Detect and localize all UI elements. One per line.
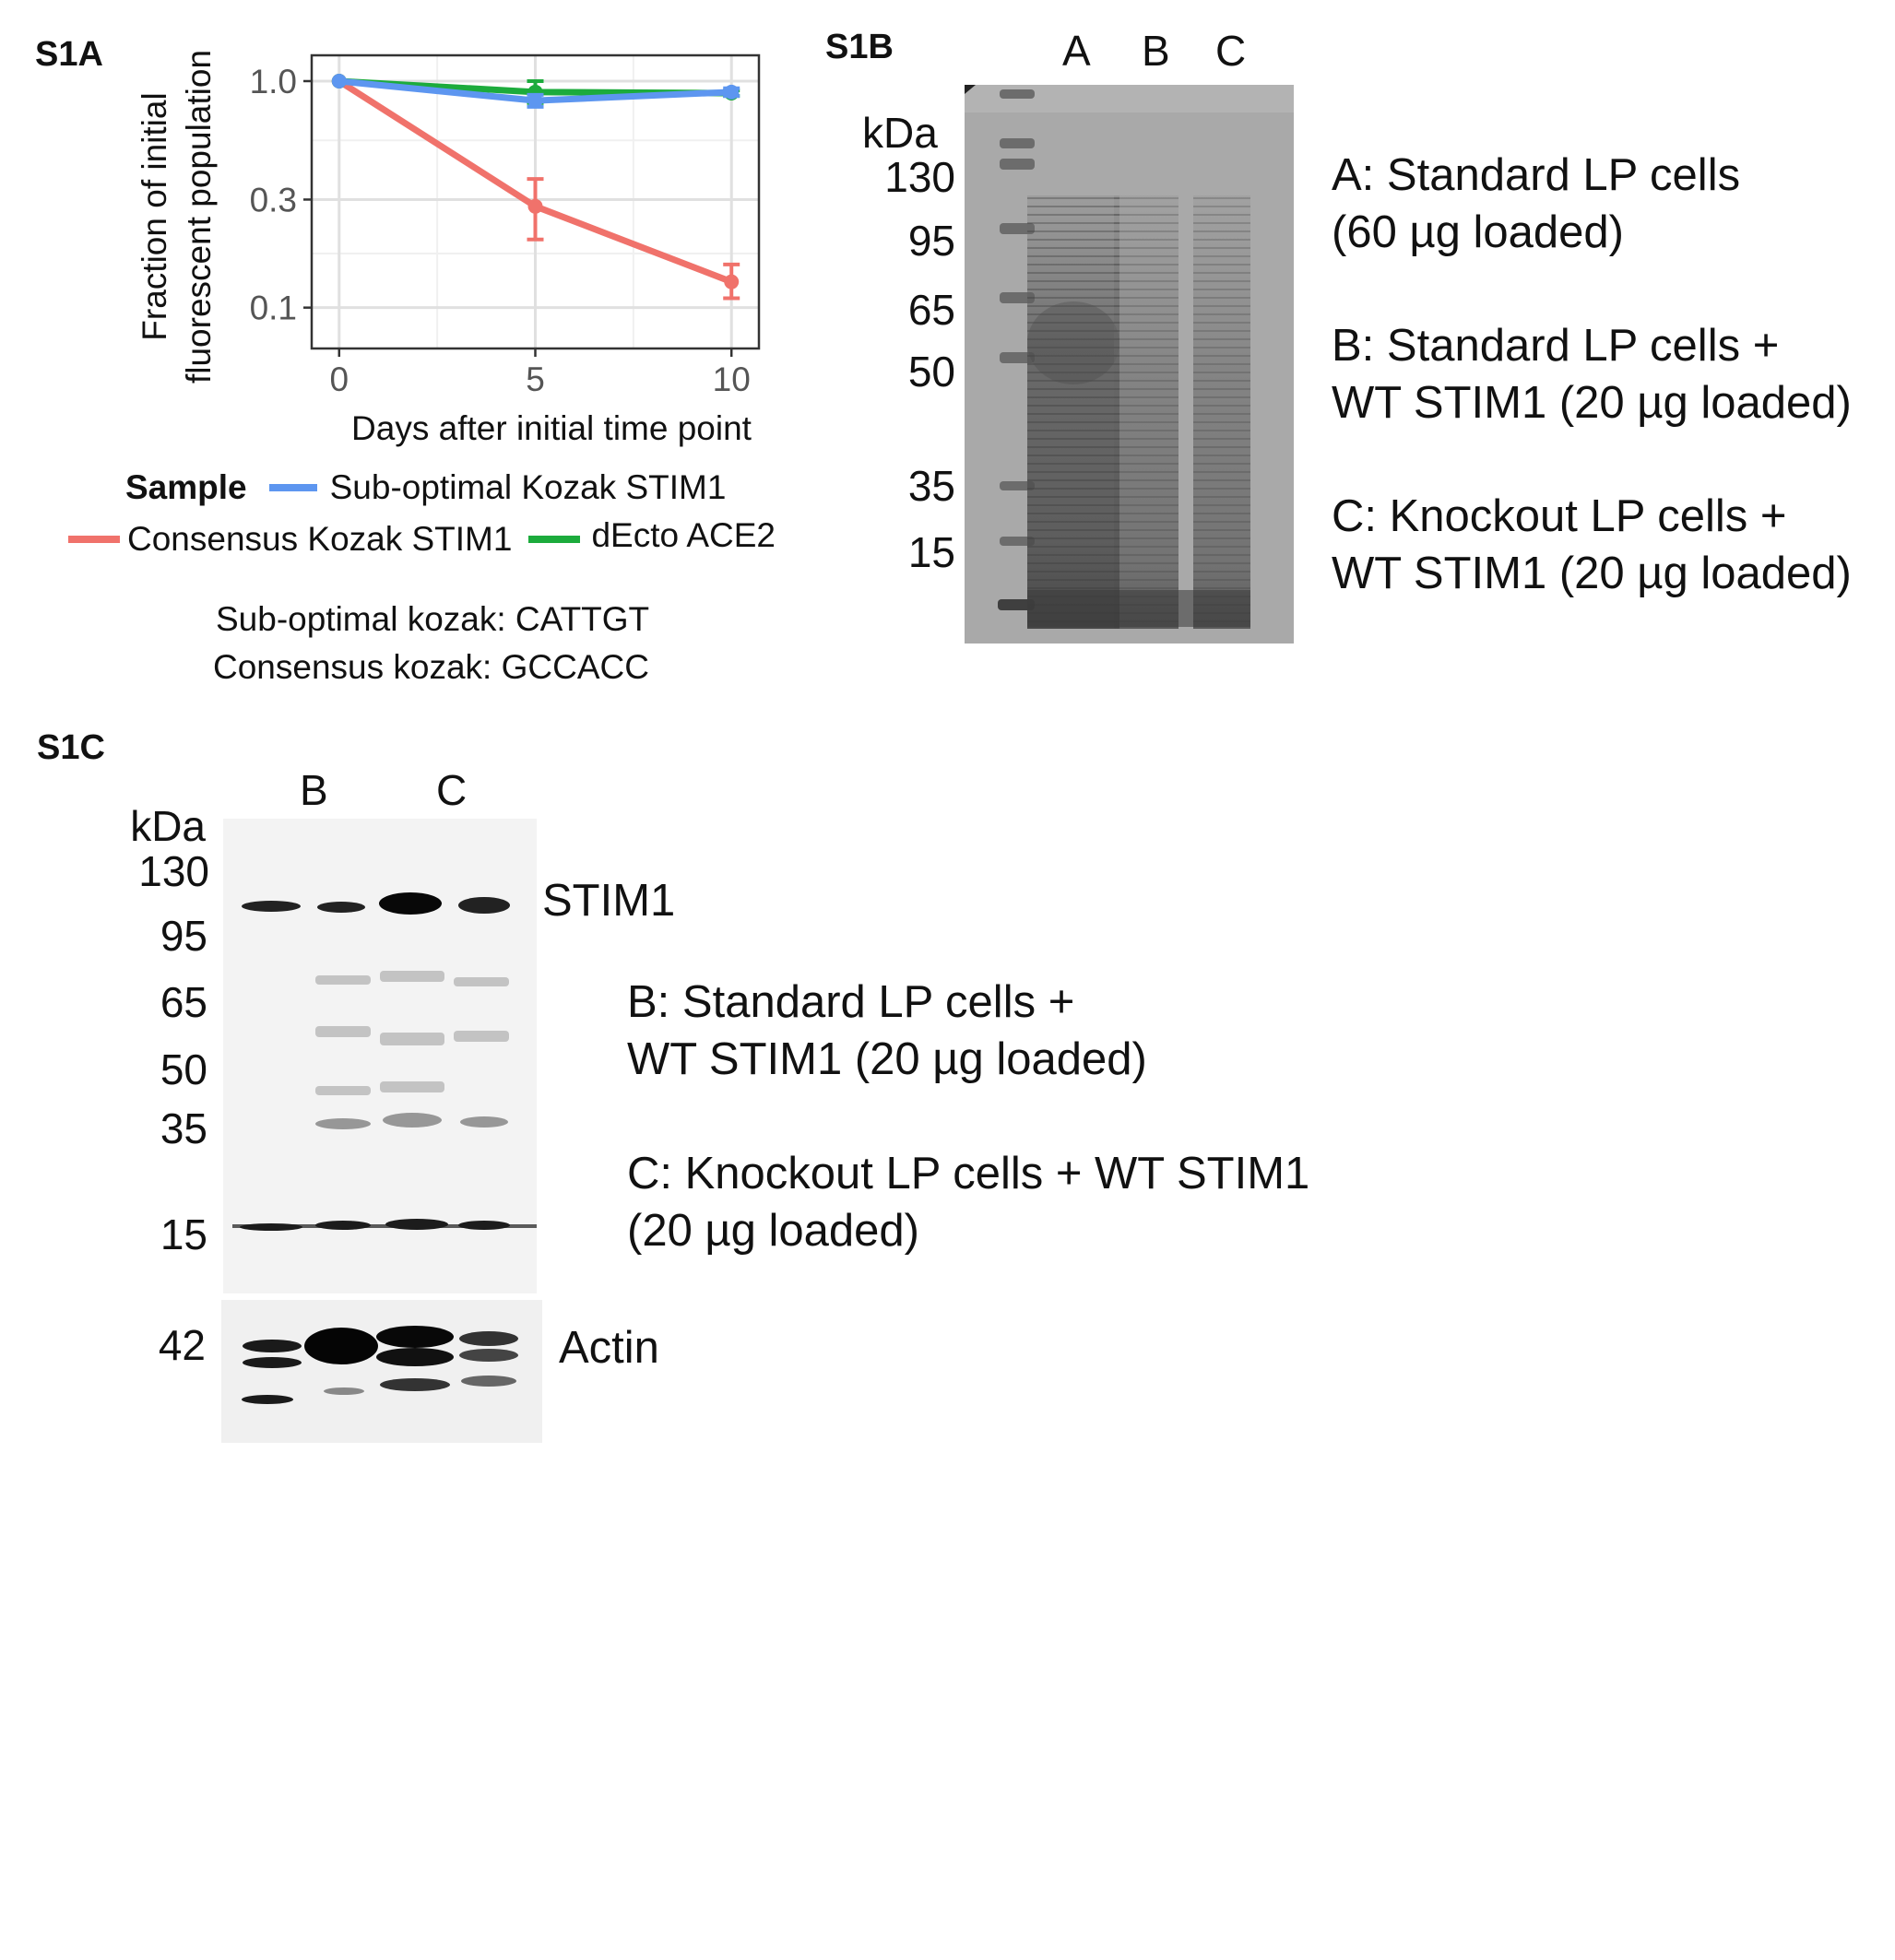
actin-western-blot-image: [221, 1300, 542, 1443]
gel-b-marker-130: 130: [884, 153, 955, 201]
panel-label-c: S1C: [37, 728, 105, 767]
blot-c-marker-50: 50: [160, 1045, 207, 1093]
gel-b-marker-35: 35: [907, 462, 955, 510]
blot-c-marker-actin-42: 42: [158, 1321, 206, 1369]
data-point-consensus-kozak-stim1: [527, 198, 543, 214]
x-tick-label: 10: [713, 360, 751, 398]
blot-c-lane-label-c: C: [436, 766, 468, 814]
panel-label-b: S1B: [825, 28, 894, 66]
gel-b-lane-label-c: C: [1215, 27, 1247, 75]
stim1-western-blot-image: [223, 819, 537, 1293]
legend-row-2: Consensus Kozak STIM1 dEcto ACE2: [68, 516, 776, 559]
blot-c-band-label-stim1: STIM1: [542, 876, 676, 926]
gel-b-marker-15: 15: [907, 528, 955, 576]
blot-c-description-b-line1: B: Standard LP cells +: [627, 977, 1075, 1027]
blot-c-band-label-actin: Actin: [559, 1323, 659, 1373]
y-axis-label-line1: Fraction of initial: [136, 92, 173, 340]
coomassie-gel-image: [965, 85, 1294, 643]
blot-c-description-c-line2: (20 µg loaded): [627, 1206, 919, 1256]
data-point-sub-optimal-kozak-stim1: [527, 93, 543, 109]
legend-key-suboptimal: [268, 484, 317, 491]
kozak-note-consensus: Consensus kozak: GCCACC: [213, 648, 649, 686]
data-point-consensus-kozak-stim1: [724, 274, 740, 289]
legend-row-1: Sample Sub-optimal Kozak STIM1: [125, 468, 726, 507]
blot-c-unit-label: kDa: [130, 802, 206, 850]
gel-b-description-a-line1: A: Standard LP cells: [1332, 150, 1741, 200]
kozak-note-suboptimal: Sub-optimal kozak: CATTGT: [216, 600, 650, 638]
y-axis-label-line2: fluorescent population: [180, 50, 218, 384]
legend-label-consensus: Consensus Kozak STIM1: [127, 520, 513, 558]
blot-c-description-c-line1: C: Knockout LP cells + WT STIM1: [627, 1149, 1310, 1198]
legend-key-decto: [528, 536, 581, 543]
x-tick-label: 5: [526, 360, 545, 398]
blot-c-lane-label-b: B: [300, 766, 328, 814]
blot-c-marker-15: 15: [160, 1210, 207, 1258]
gel-b-marker-65: 65: [907, 286, 955, 334]
panel-label-a: S1A: [35, 35, 103, 74]
blot-c-marker-35: 35: [160, 1104, 207, 1152]
line-chart: Fraction of initial fluorescent populati…: [136, 50, 761, 447]
gel-b-unit-label: kDa: [862, 109, 938, 157]
gel-b-lane-label-a: A: [1062, 27, 1091, 75]
gel-b-lane-label-b: B: [1142, 27, 1170, 75]
legend-key-consensus: [68, 536, 120, 543]
x-axis-label: Days after initial time point: [351, 409, 752, 447]
gel-b-marker-50: 50: [907, 348, 955, 396]
data-point-sub-optimal-kozak-stim1: [724, 84, 740, 100]
legend-title: Sample: [125, 468, 247, 506]
x-tick-label: 0: [329, 360, 349, 398]
legend-label-decto: dEcto ACE2: [591, 516, 776, 554]
blot-c-marker-95: 95: [160, 912, 207, 960]
y-tick-label: 0.3: [250, 181, 297, 218]
y-tick-label: 1.0: [250, 63, 297, 100]
blot-c-marker-65: 65: [160, 978, 207, 1026]
y-axis-label: Fraction of initial fluorescent populati…: [136, 50, 218, 384]
gel-b-description-c-line1: C: Knockout LP cells +: [1332, 491, 1787, 541]
blot-c-marker-130: 130: [138, 847, 209, 895]
gel-b-description-c-line2: WT STIM1 (20 µg loaded): [1332, 549, 1852, 598]
gel-b-marker-95: 95: [907, 217, 955, 265]
y-tick-label: 0.1: [250, 289, 297, 327]
gel-b-description-a-line2: (60 µg loaded): [1332, 207, 1624, 257]
gel-b-description-b-line2: WT STIM1 (20 µg loaded): [1332, 378, 1852, 428]
legend-label-suboptimal: Sub-optimal Kozak STIM1: [329, 468, 727, 506]
data-point-sub-optimal-kozak-stim1: [331, 73, 347, 89]
gel-b-description-b-line1: B: Standard LP cells +: [1332, 321, 1780, 371]
blot-c-description-b-line2: WT STIM1 (20 µg loaded): [627, 1034, 1147, 1084]
